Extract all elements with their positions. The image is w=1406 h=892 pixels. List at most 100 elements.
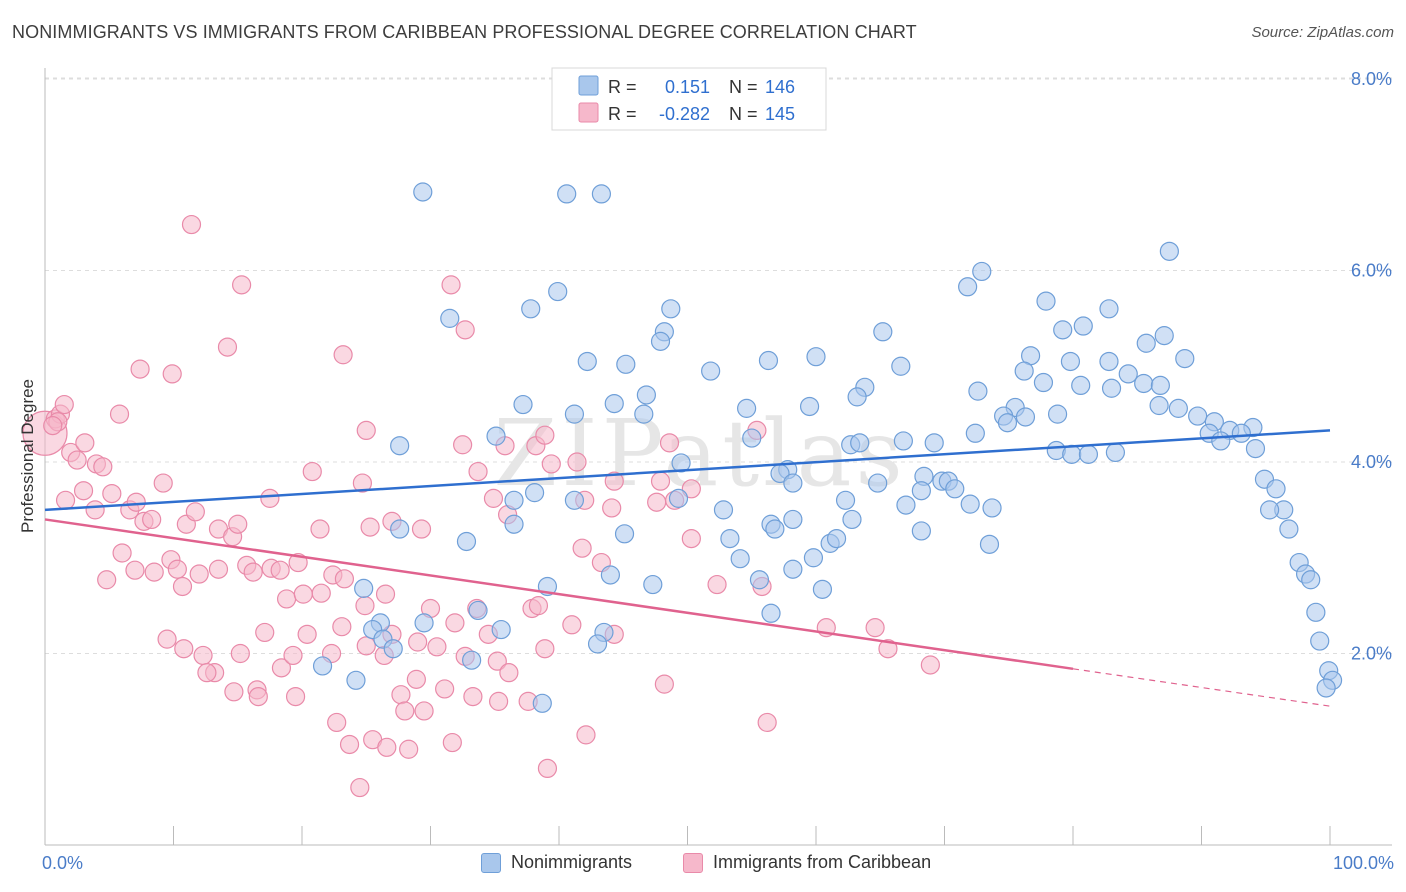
data-point-nonimmigrants [456, 531, 477, 552]
data-point-nonimmigrants [701, 361, 721, 381]
data-point-immigrants [468, 461, 488, 482]
data-point-nonimmigrants [413, 182, 433, 202]
data-point-nonimmigrants [636, 385, 656, 405]
data-point-immigrants [408, 632, 428, 652]
data-point-nonimmigrants [1301, 570, 1321, 590]
data-point-nonimmigrants [1231, 423, 1251, 443]
y-tick-label: 8.0% [1351, 69, 1392, 89]
data-point-nonimmigrants [1150, 375, 1170, 395]
data-point-immigrants [43, 416, 63, 436]
data-point-immigrants [67, 450, 87, 470]
data-point-immigrants [681, 479, 701, 499]
data-point-immigrants [411, 519, 432, 539]
data-point-immigrants [537, 758, 558, 779]
data-point-immigrants [193, 645, 213, 666]
data-point-nonimmigrants [713, 500, 734, 520]
data-point-immigrants [333, 345, 353, 365]
x-tick-label-max: 100.0% [1333, 853, 1394, 873]
data-point-immigrants [54, 394, 74, 415]
trend-lines [44, 429, 1331, 707]
data-point-immigrants [455, 320, 475, 340]
data-point-nonimmigrants [1071, 375, 1091, 395]
data-point-immigrants [189, 564, 209, 584]
data-point-immigrants [197, 663, 217, 683]
data-point-nonimmigrants [1260, 500, 1280, 520]
data-point-immigrants [442, 732, 462, 753]
data-point-nonimmigrants [1099, 351, 1119, 372]
data-point-nonimmigrants [742, 428, 762, 448]
data-point-immigrants [174, 639, 194, 659]
data-point-nonimmigrants [614, 524, 635, 544]
data-point-immigrants [55, 490, 76, 510]
axes [44, 68, 1392, 846]
data-point-immigrants [332, 617, 352, 637]
data-point-nonimmigrants [765, 519, 785, 539]
data-point-immigrants [285, 686, 306, 707]
data-point-immigrants [93, 457, 113, 477]
legend-r-value-2: -0.282 [659, 104, 710, 124]
data-point-immigrants [535, 639, 555, 659]
data-point-nonimmigrants [893, 431, 913, 451]
y-tick-labels: 2.0% 4.0% 6.0% 8.0% [1351, 69, 1392, 664]
data-point-immigrants [85, 500, 105, 520]
legend-swatch-pink [578, 102, 599, 123]
data-point-immigrants [414, 701, 434, 721]
data-point-immigrants [260, 488, 280, 508]
data-point-nonimmigrants [600, 565, 621, 585]
data-point-nonimmigrants [1149, 395, 1169, 416]
data-point-immigrants [297, 624, 317, 644]
data-point-nonimmigrants [749, 570, 770, 590]
data-point-immigrants [377, 737, 397, 757]
data-point-nonimmigrants [850, 433, 870, 453]
data-point-nonimmigrants [968, 381, 988, 401]
data-point-nonimmigrants [513, 394, 533, 415]
data-point-immigrants [230, 643, 250, 664]
data-point-nonimmigrants [468, 600, 488, 621]
data-point-nonimmigrants [577, 351, 597, 372]
data-point-nonimmigrants [564, 404, 585, 424]
data-point-nonimmigrants [486, 426, 506, 446]
data-point-immigrants [224, 682, 244, 702]
data-point-immigrants [185, 502, 205, 522]
data-point-nonimmigrants [1101, 378, 1122, 398]
data-point-nonimmigrants [1099, 299, 1119, 319]
legend-n-label-2: N = [729, 104, 758, 124]
data-point-nonimmigrants [1134, 373, 1154, 394]
data-point-immigrants [604, 471, 624, 491]
data-point-nonimmigrants [616, 354, 636, 374]
data-point-immigrants [352, 473, 372, 493]
data-point-immigrants [339, 734, 360, 755]
data-point-nonimmigrants [440, 308, 460, 328]
stats-legend: R = 0.151 N = 146 R = -0.282 N = 145 [551, 67, 827, 131]
chart-title: NONIMMIGRANTS VS IMMIGRANTS FROM CARIBBE… [12, 22, 917, 42]
y-tick-label: 6.0% [1351, 261, 1392, 281]
legend-r-label-1: R = [608, 77, 637, 97]
data-point-immigrants [375, 584, 396, 604]
data-point-immigrants [310, 519, 330, 539]
data-point-immigrants [681, 528, 701, 549]
data-point-immigrants [650, 471, 671, 491]
data-point-immigrants [350, 777, 370, 798]
data-point-nonimmigrants [1136, 333, 1156, 353]
data-point-nonimmigrants [1159, 241, 1179, 261]
data-point-nonimmigrants [1014, 361, 1034, 381]
data-point-immigrants [878, 639, 898, 659]
trend-line-immigrants-extrapolated [1072, 668, 1331, 707]
data-point-nonimmigrants [972, 261, 992, 282]
trend-line-nonimmigrants [44, 429, 1331, 512]
data-point-nonimmigrants [414, 613, 434, 633]
data-point-nonimmigrants [1175, 348, 1195, 369]
data-point-nonimmigrants [979, 534, 1000, 554]
data-point-immigrants [406, 669, 426, 689]
data-point-immigrants [528, 596, 549, 616]
data-point-immigrants [360, 517, 380, 537]
data-point-immigrants [572, 538, 592, 558]
data-point-nonimmigrants [1306, 602, 1326, 622]
data-point-nonimmigrants [720, 528, 740, 549]
data-point-nonimmigrants [1168, 398, 1188, 418]
data-point-nonimmigrants [390, 519, 410, 539]
data-point-nonimmigrants [783, 473, 803, 493]
y-axis-label: Professional Degree [18, 379, 37, 533]
data-point-immigrants [73, 481, 94, 501]
data-point-nonimmigrants [1062, 444, 1082, 464]
